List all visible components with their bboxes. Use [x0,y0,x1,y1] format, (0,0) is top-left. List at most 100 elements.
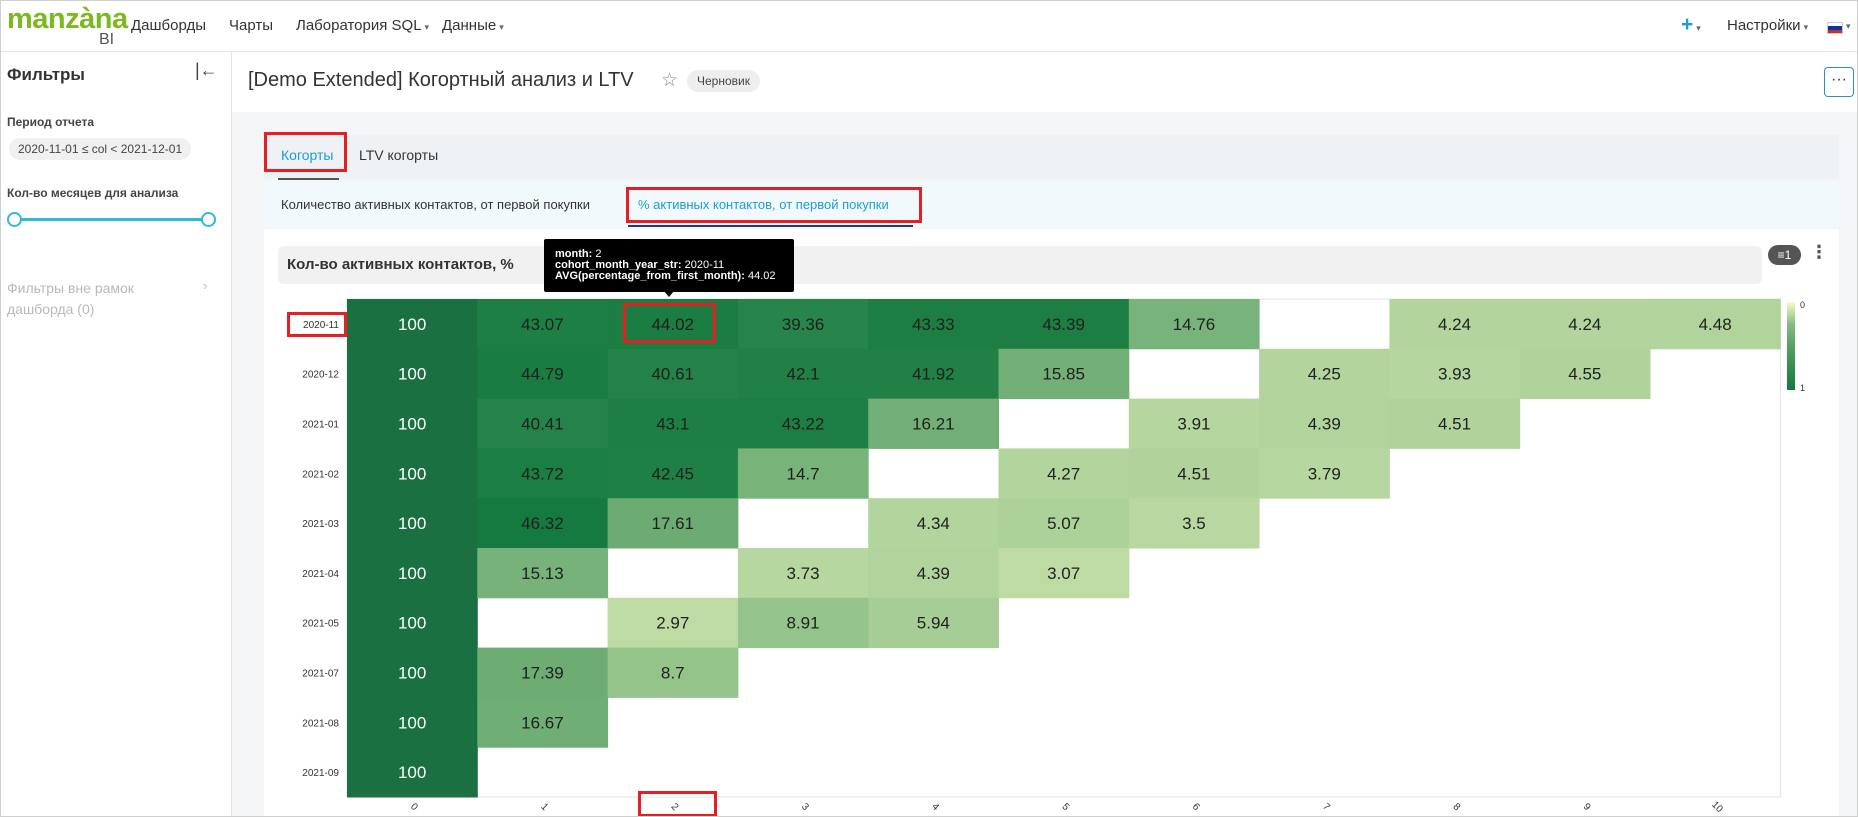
chart-tooltip: month: 2 cohort_month_year_str: 2020-11 … [544,239,794,292]
heatmap-cell[interactable] [1128,448,1260,499]
heatmap-cell-label: 16.21 [912,415,955,434]
heatmap-cell[interactable] [477,299,609,350]
heatmap-cell[interactable] [998,448,1130,499]
heatmap-cell[interactable] [1259,448,1390,499]
heatmap-cell[interactable] [1389,299,1521,350]
tab-cohorts[interactable]: Когорты [281,147,334,163]
heatmap-cell-label: 43.33 [912,315,955,334]
language-flag-icon[interactable] [1827,22,1843,34]
heatmap-cell[interactable] [737,548,869,599]
heatmap-cell[interactable] [607,398,739,449]
chevron-down-icon: ▾ [424,22,430,32]
heatmap-cell[interactable] [1128,299,1260,350]
months-slider-handle-start[interactable] [7,212,22,227]
heatmap-cell-label: 43.1 [656,415,689,434]
heatmap-cell[interactable] [737,299,869,350]
heatmap-cell[interactable] [477,348,609,400]
more-options-button[interactable]: ··· [1824,67,1854,97]
collapse-sidebar-icon[interactable]: |← [195,60,218,80]
chevron-down-icon[interactable]: ▾ [1846,21,1851,31]
heatmap-cell[interactable] [998,548,1130,599]
plus-menu[interactable]: + ▾ [1681,13,1701,37]
tab-active-contacts-count[interactable]: Количество активных контактов, от первой… [281,197,590,212]
chevron-down-icon: ▾ [1803,22,1809,32]
heatmap-cell[interactable] [1259,398,1390,449]
manzana-logo[interactable]: manzàna BI [7,3,128,49]
heatmap-cell[interactable] [477,697,609,748]
heatmap-cell[interactable] [1519,299,1651,350]
chart-menu-icon[interactable]: ⋮ [1810,242,1828,262]
heatmap-cell[interactable] [477,398,609,449]
heatmap-cell-label: 43.72 [521,464,564,483]
tab-active-contacts-percent[interactable]: % активных контактов, от первой покупки [638,197,889,212]
legend-label: 0 [1800,300,1805,310]
heatmap-cell-label: 14.76 [1173,315,1216,334]
settings-menu[interactable]: Настройки ▾ [1727,17,1808,34]
heatmap-cell[interactable] [1128,398,1260,449]
heatmap-cell[interactable] [1650,299,1781,350]
tooltip-value: 44.02 [747,270,776,282]
heatmap-cell-label: 42.45 [651,464,694,483]
months-slider-track[interactable] [13,218,209,221]
applied-filters-badge[interactable]: ≡1 [1768,245,1801,265]
period-filter-value[interactable]: 2020-11-01 ≤ col < 2021-12-01 [9,138,192,160]
heatmap-cell[interactable] [998,498,1130,549]
star-icon[interactable]: ☆ [661,70,679,91]
heatmap-cell[interactable] [868,398,999,449]
months-slider-handle-end[interactable] [201,212,216,227]
heatmap-cell[interactable] [607,448,739,499]
nav-dashboards[interactable]: Дашборды [131,17,206,34]
heatmap-cell[interactable] [347,647,478,698]
heatmap-cell[interactable] [347,348,478,400]
heatmap-cell[interactable] [607,597,739,649]
heatmap-cell[interactable] [737,348,869,400]
heatmap-cell[interactable] [1259,348,1390,400]
tab-ltv-cohorts[interactable]: LTV когорты [359,147,439,163]
heatmap-cell[interactable] [347,597,478,649]
heatmap-cell[interactable] [737,448,869,499]
heatmap-cell[interactable] [607,498,739,549]
heatmap-cell-label: 3.93 [1438,365,1471,384]
nav-data-label: Данные [442,17,497,34]
outside-filters-link[interactable]: Фильтры вне рамок дашборда (0) [7,280,134,317]
nav-sql-lab[interactable]: Лаборатория SQL ▾ [296,17,429,34]
heatmap-cell[interactable] [1389,398,1521,449]
heatmap-cell[interactable] [477,498,609,549]
heatmap-cell[interactable] [1128,498,1260,549]
heatmap-cell-label: 4.24 [1438,315,1471,334]
nav-data[interactable]: Данные ▾ [442,17,504,34]
heatmap-cell[interactable] [607,647,739,698]
filter-count: 1 [1784,248,1792,262]
heatmap-cell[interactable] [347,548,478,599]
heatmap-cell[interactable] [868,597,999,649]
heatmap-cell[interactable] [477,448,609,499]
heatmap-cell[interactable] [477,548,609,599]
x-tick-label: 9 [1581,801,1593,813]
nav-charts[interactable]: Чарты [229,17,273,34]
heatmap-cell[interactable] [347,697,478,748]
heatmap-cell-label: 3.91 [1177,415,1210,434]
heatmap-cell[interactable] [868,348,999,400]
heatmap-cell[interactable] [868,548,999,599]
heatmap-cell[interactable] [737,398,869,449]
heatmap-cell[interactable] [347,398,478,449]
heatmap-cell-label: 4.55 [1568,365,1601,384]
heatmap-cell-label: 44.79 [521,365,564,384]
heatmap-cell[interactable] [1389,348,1521,400]
top-navbar: manzàna BI Дашборды Чарты Лаборатория SQ… [1,1,1857,52]
heatmap-cell[interactable] [868,498,999,549]
heatmap-cell[interactable] [347,498,478,549]
heatmap-cell[interactable] [607,348,739,400]
dashboard-title: [Demo Extended] Когортный анализ и LTV [248,69,634,91]
heatmap-cell[interactable] [1519,348,1651,400]
heatmap-cell[interactable] [347,299,478,350]
heatmap-cell-label: 3.79 [1308,464,1341,483]
heatmap-cell[interactable] [477,647,609,698]
heatmap-cell[interactable] [998,348,1130,400]
heatmap-cell[interactable] [998,299,1130,350]
heatmap-cell[interactable] [868,299,999,350]
nav-sql-lab-label: Лаборатория SQL [296,17,422,34]
heatmap-cell[interactable] [737,597,869,649]
heatmap-cell[interactable] [347,448,478,499]
heatmap-cell[interactable] [347,747,478,798]
